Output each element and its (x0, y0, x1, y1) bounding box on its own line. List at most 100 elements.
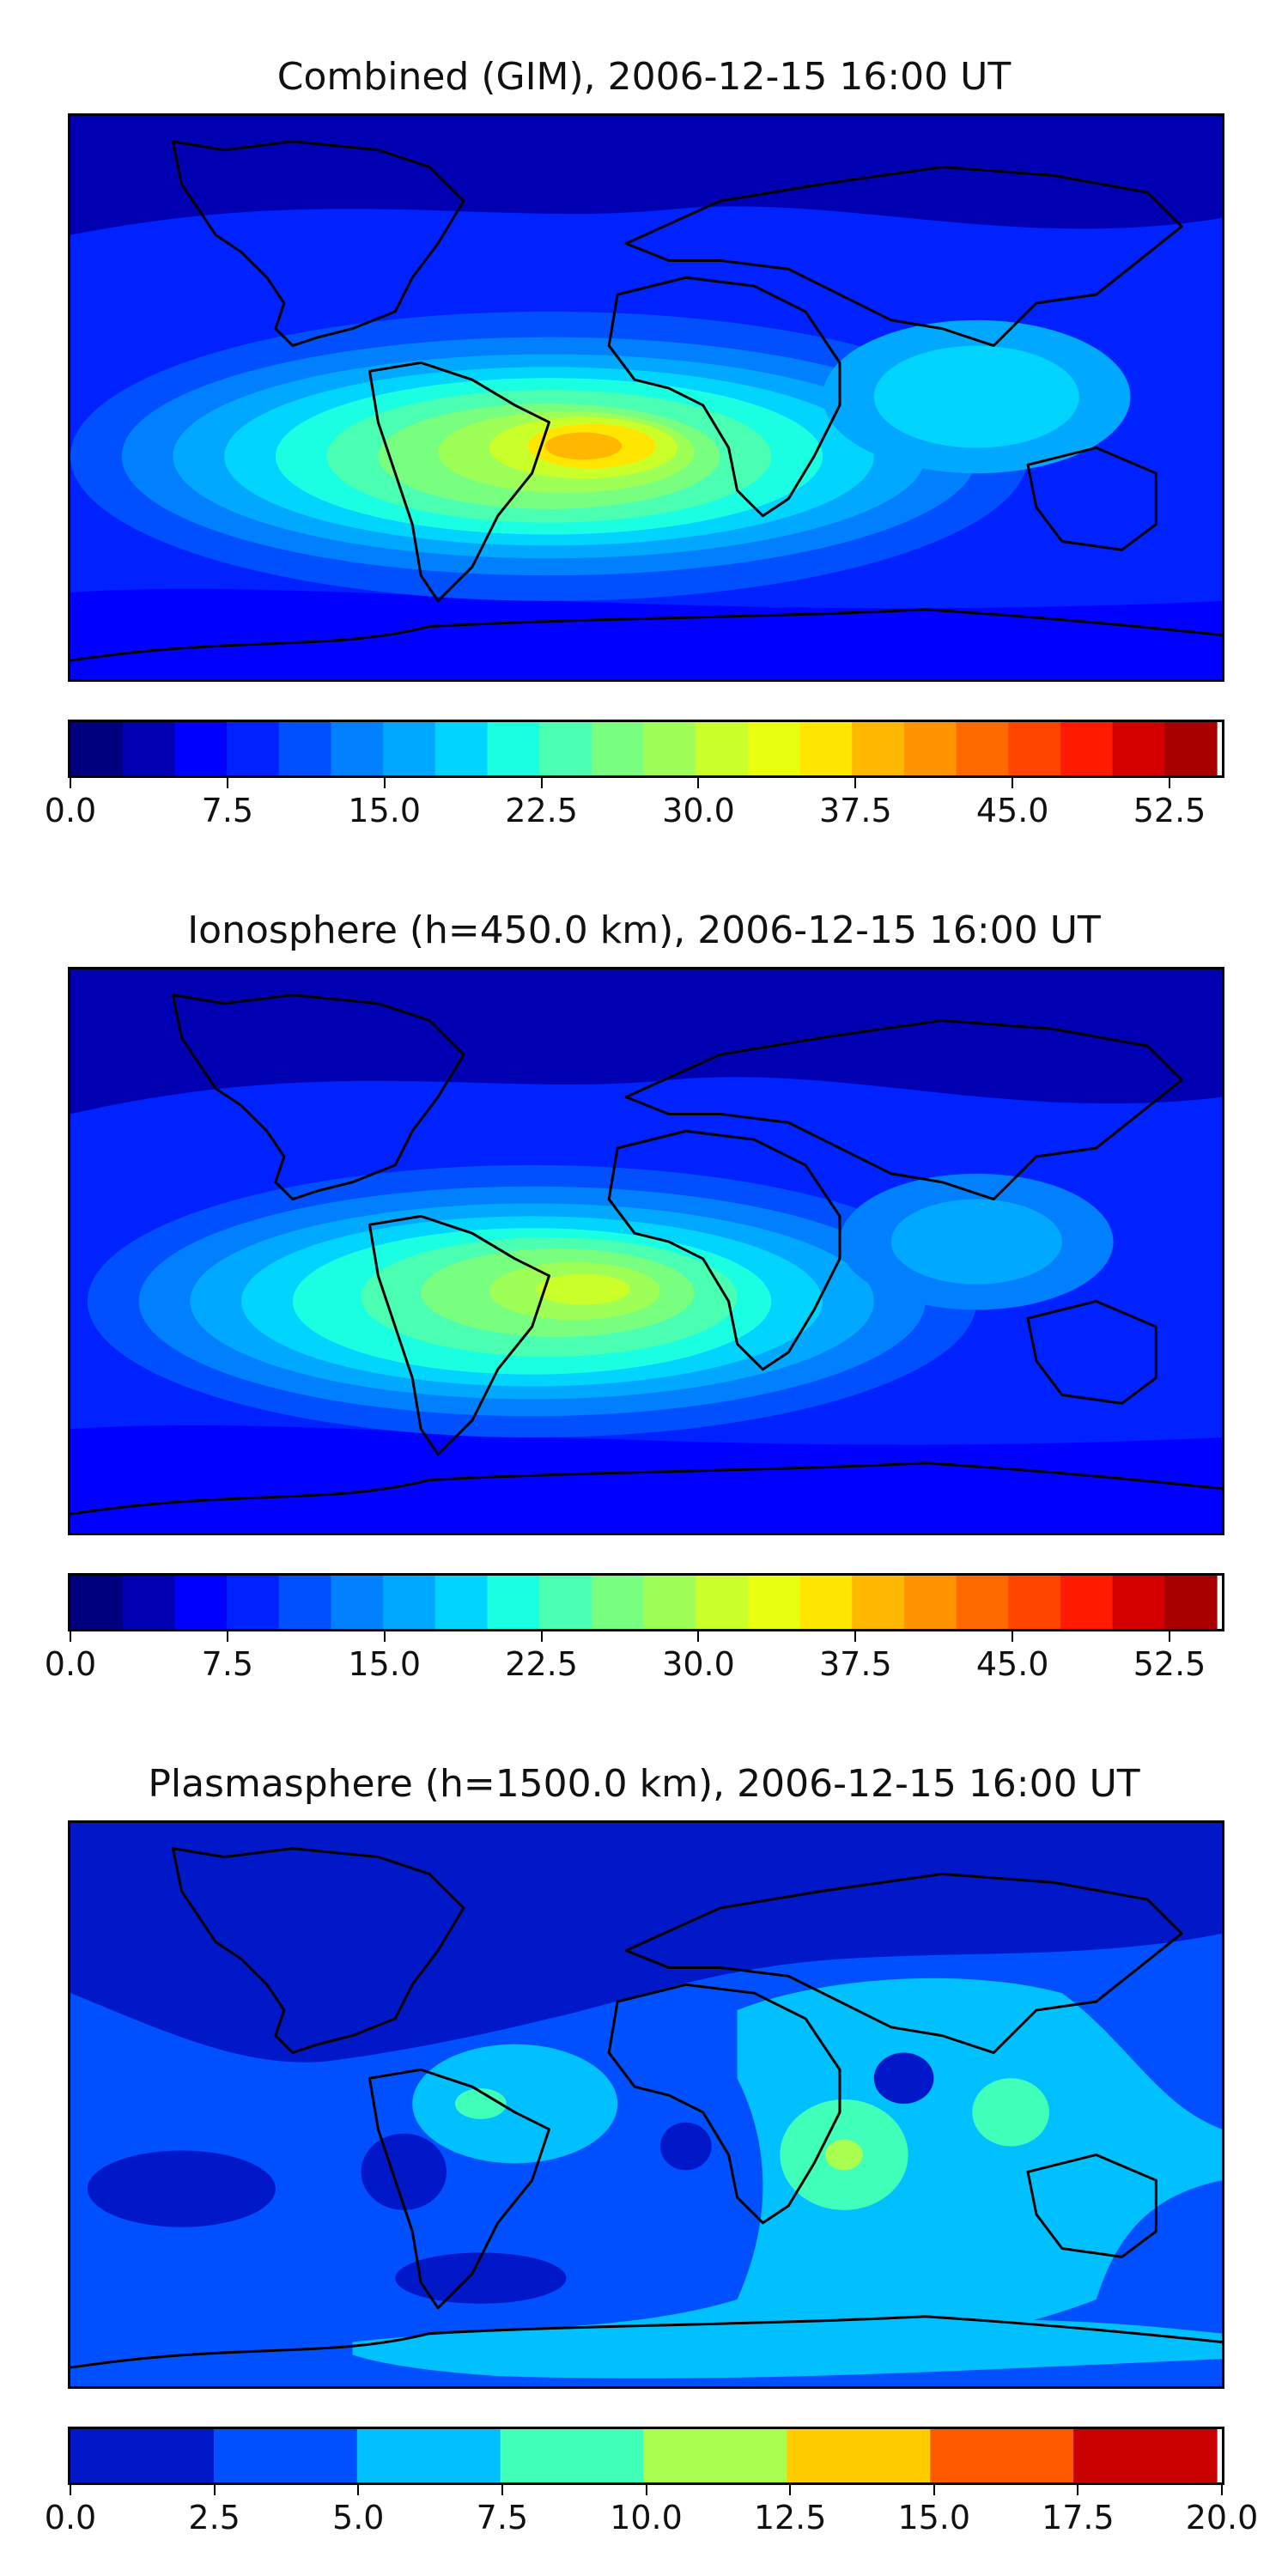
panel-2-colorbar-segment (643, 1576, 696, 1629)
panel-1-colorbar-tick-label: 37.5 (819, 792, 892, 829)
panel-3-colorbar-tick-label: 15.0 (897, 2499, 971, 2537)
panel-3-colorbar-tick (789, 2485, 792, 2495)
panel-1-colorbar-segment (591, 722, 645, 775)
panel-2-colorbar-segment (122, 1576, 175, 1629)
panel-2-colorbar-segment (591, 1576, 645, 1629)
panel-1-contour-low-north (70, 116, 1222, 235)
panel-2-colorbar-tick (540, 1631, 543, 1642)
panel-1-colorbar-tick-label: 22.5 (505, 792, 578, 829)
panel-2-colorbar-segment (487, 1576, 540, 1629)
panel-2-colorbar-segment (852, 1576, 905, 1629)
panel-3-colorbar-tick-label: 10.0 (610, 2499, 683, 2537)
panel-3-colorbar-segment (356, 2429, 501, 2482)
panel-1-colorbar (68, 720, 1224, 778)
panel-1-africa (607, 276, 841, 518)
panel-1-title: Combined (GIM), 2006-12-15 16:00 UT (276, 55, 1012, 99)
panel-3-colorbar-tick (1221, 2485, 1223, 2495)
panel-1-colorbar-tick (383, 778, 386, 788)
panel-3-colorbar-segment (643, 2429, 787, 2482)
panel-2-colorbar (68, 1573, 1224, 1631)
panel-3-colorbar-tick-label: 20.0 (1185, 2499, 1259, 2537)
panel-1-contour-11 (544, 432, 623, 460)
panel-2-north-america (171, 993, 465, 1201)
panel-2-colorbar-segment (383, 1576, 436, 1629)
panel-1-colorbar-svg (70, 722, 1218, 775)
panel-3-title: Plasmasphere (h=1500.0 km), 2006-12-15 1… (148, 1762, 1140, 1806)
panel-2-colorbar-tick-label: 30.0 (662, 1645, 735, 1683)
panel-3-low-pocket-5 (873, 2052, 934, 2105)
panel-1-colorbar-segment (696, 722, 749, 775)
panel-3-africa (607, 1983, 841, 2225)
panel-2-contour-low-south (70, 1425, 1222, 1533)
panel-1-colorbar-segment (747, 722, 801, 775)
panel-1-contours (70, 116, 1222, 679)
panel-1-contour-low-south (70, 588, 1222, 679)
panel-1-contour-13 (873, 345, 1079, 448)
panel-2-colorbar-segment (1164, 1576, 1218, 1629)
panel-1-colorbar-tick (1169, 778, 1171, 788)
panel-3-low-pocket-1 (361, 2133, 447, 2210)
panel-2-australia (1026, 1299, 1157, 1405)
panel-1-colorbar-segment (383, 722, 436, 775)
panel-1-north-america (171, 140, 465, 348)
panel-3-map (68, 1820, 1224, 2389)
panel-2-colorbar-segment (70, 1576, 124, 1629)
panel-2-colorbar-tick-label: 22.5 (505, 1645, 578, 1683)
panel-3-colorbar-segment (1073, 2429, 1218, 2482)
panel-2-colorbar-svg (70, 1576, 1218, 1629)
panel-3-colorbar-segment (70, 2429, 215, 2482)
panel-2-colorbar-tick-label: 45.0 (975, 1645, 1049, 1683)
panel-1-colorbar-tick-label: 7.5 (201, 792, 254, 829)
panel-3-contour-africa-bump (412, 2044, 618, 2164)
panel-3-contour-brazil (454, 2088, 507, 2119)
panel-2-colorbar-tick-label: 37.5 (819, 1645, 892, 1683)
panel-1-colorbar-tick (540, 778, 543, 788)
panel-3-colorbar-tick (357, 2485, 360, 2495)
panel-2-colorbar-segment (799, 1576, 853, 1629)
panel-2-colorbar-tick-label: 0.0 (44, 1645, 97, 1683)
panel-1-colorbar-segment (227, 722, 280, 775)
panel-1-antarctica (70, 608, 1222, 662)
panel-1-colorbar-tick-label: 30.0 (662, 792, 735, 829)
panel-3-low-pocket-2 (659, 2122, 712, 2171)
panel-3-colorbar-tick (933, 2485, 935, 2495)
panel-3-antarctica (70, 2315, 1222, 2369)
panel-3-colorbar-ticks: 0.0 2.5 5.0 7.5 10.0 12.5 15.0 17.5 20.0 (0, 2485, 1288, 2537)
panel-3-colorbar-tick (213, 2485, 216, 2495)
panel-3-colorbar-tick (1077, 2485, 1079, 2495)
panel-2-colorbar-segment (1112, 1576, 1165, 1629)
panel-2-colorbar-segment (331, 1576, 384, 1629)
panel-3-colorbar-tick-label: 2.5 (188, 2499, 240, 2537)
panel-2-contour-low-north (70, 969, 1222, 1115)
panel-2-title: Ionosphere (h=450.0 km), 2006-12-15 16:0… (187, 908, 1101, 952)
panel-3-colorbar-tick-label: 17.5 (1042, 2499, 1115, 2537)
panel-1-colorbar-segment (1112, 722, 1165, 775)
panel-2-colorbar-ticks: 0.0 7.5 15.0 22.5 30.0 37.5 45.0 52.5 (0, 1631, 1288, 1683)
panel-2-contour-11 (890, 1199, 1062, 1285)
panel-1-colorbar-tick (1012, 778, 1014, 788)
panel-1-colorbar-tick (70, 778, 71, 788)
panel-3-contour-indonesia (972, 2078, 1049, 2147)
panel-1-colorbar-segment (434, 722, 489, 775)
panel-1-colorbar-segment (1008, 722, 1061, 775)
panel-3-colorbar-tick-label: 0.0 (44, 2499, 97, 2537)
panel-2-africa (607, 1129, 841, 1371)
panel-2-coastlines (70, 993, 1222, 1516)
panel-3-colorbar (68, 2427, 1224, 2485)
panel-1-colorbar-segment (278, 722, 332, 775)
panel-3-coastlines (70, 1847, 1222, 2369)
panel-1-colorbar-tick-label: 15.0 (348, 792, 422, 829)
panel-3-contour-indian-ocean-peak (825, 2139, 863, 2171)
panel-1-colorbar-segment (956, 722, 1009, 775)
panel-3-south-america (368, 2068, 550, 2310)
panel-2-colorbar-tick (697, 1631, 700, 1642)
panel-1-eurasia (624, 165, 1183, 348)
panel-1-colorbar-tick (854, 778, 857, 788)
panel-3-eurasia (624, 1872, 1183, 2055)
panel-1-colorbar-segment (70, 722, 124, 775)
panel-2-colorbar-segment (434, 1576, 489, 1629)
panel-3-north-america (171, 1847, 465, 2055)
panel-3-colorbar-tick (645, 2485, 647, 2495)
panel-2-colorbar-tick (854, 1631, 857, 1642)
panel-2-colorbar-tick (383, 1631, 386, 1642)
